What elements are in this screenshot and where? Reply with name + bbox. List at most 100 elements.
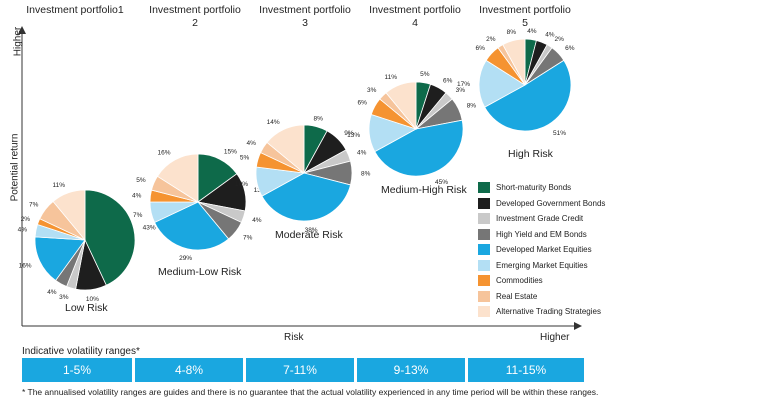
pie-value-label: 4% [527,28,537,35]
portfolio-4-title: Investment portfolio 4 [369,4,461,29]
pie-slice [34,236,86,282]
legend-item: Real Estate [478,289,605,305]
pie-slice [261,172,351,222]
legend-label: Alternative Trading Strategies [496,307,601,317]
legend-swatch [478,182,490,194]
pie-value-label: 6% [357,100,367,107]
pie-value-label: 8% [507,29,517,36]
pie-value-label: 7% [29,201,39,208]
pie-value-label: 14% [267,119,280,126]
legend-swatch [478,275,490,287]
pie-slice [156,153,199,203]
legend-swatch [478,213,490,225]
pie-slice [385,81,417,131]
pie-value-label: 2% [21,216,31,223]
legend-label: Developed Government Bonds [496,198,606,208]
legend-label: Developed Market Equities [496,245,592,255]
portfolio-1-risk-label: Low Risk [65,302,108,314]
pie-value-label: 4% [132,192,142,199]
pie-value-label: 38% [305,227,318,234]
portfolio-3-title: Investment portfolio 3 [259,4,351,29]
portfolio-5-title: Investment portfolio 5 [479,4,571,29]
legend-swatch [478,290,490,302]
legend-swatch [478,306,490,318]
volatility-range: 1-5% [22,358,132,382]
portfolio-3-risk-label: Moderate Risk [275,229,343,241]
legend-label: Real Estate [496,291,538,301]
pie-value-label: 16% [157,150,170,157]
pie-value-label: 4% [357,150,367,157]
portfolio-2-title: Investment portfolio 2 [149,4,241,29]
pie-value-label: 7% [133,212,143,219]
legend-item: Developed Market Equities [478,242,605,258]
pie-value-label: 29% [179,255,192,262]
portfolio-4-risk-label: Medium-High Risk [381,184,467,196]
legend: Short-maturity Bonds Developed Governmen… [478,180,605,320]
volatility-range: 9-13% [357,358,465,382]
pie-value-label: 4% [18,226,28,233]
pie-value-label: 15% [224,149,237,156]
pie-value-label: 5% [240,155,250,162]
pie-value-label: 6% [475,45,485,52]
volatility-ranges: 1-5% 4-8% 7-11% 9-13% 11-15% [22,358,584,382]
pie-value-label: 10% [86,296,99,303]
x-axis-label: Risk [284,332,304,343]
pie-value-label: 4% [545,31,555,38]
portfolio-1-title: Investment portfolio1 [26,4,124,16]
legend-label: High Yield and EM Bonds [496,229,587,239]
legend-label: Emerging Market Equities [496,260,588,270]
x-axis-end-label: Higher [540,332,570,343]
portfolio-2-risk-label: Medium-Low Risk [158,266,242,278]
pie-value-label: 8% [467,103,477,110]
portfolio-5-risk-label: High Risk [508,148,553,160]
pie-value-label: 8% [361,171,371,178]
pie-slice [374,119,464,177]
pie-value-label: 6% [443,77,453,84]
pie-slice [502,38,526,86]
pie-value-label: 10% [235,181,248,188]
pie-value-label: 5% [420,71,430,78]
pie-value-label: 13% [347,132,360,139]
legend-item: Investment Grade Credit [478,211,605,227]
pie-value-label: 51% [553,130,566,137]
legend-item: Short-maturity Bonds [478,180,605,196]
pie-value-label: 3% [367,87,377,94]
pie-value-label: 7% [243,234,253,241]
pie-slice [84,189,136,286]
pie-value-label: 3% [59,294,69,301]
volatility-title: Indicative volatility ranges* [22,346,140,357]
volatility-range: 7-11% [246,358,354,382]
pie-value-label: 11% [52,182,65,189]
pie-value-label: 2% [555,36,565,43]
pie-value-label: 4% [246,140,256,147]
pie-value-label: 3% [456,87,466,94]
pie-value-label: 2% [486,36,496,43]
legend-item: Developed Government Bonds [478,196,605,212]
legend-label: Commodities [496,276,543,286]
legend-label: Investment Grade Credit [496,214,584,224]
pie-value-label: 6% [565,45,575,52]
legend-item: Emerging Market Equities [478,258,605,274]
legend-swatch [478,244,490,256]
y-axis-label: Potential return [9,133,21,202]
y-axis-end-label: Higher [12,26,24,57]
footnote: * The annualised volatility ranges are g… [22,387,599,397]
pie-value-label: 4% [252,217,262,224]
pie-value-label: 5% [136,177,146,184]
volatility-range: 4-8% [135,358,243,382]
legend-label: Short-maturity Bonds [496,183,572,193]
pie-slice [266,124,305,174]
legend-item: Commodities [478,273,605,289]
legend-swatch [478,197,490,209]
pie-value-label: 17% [457,81,470,88]
legend-item: Alternative Trading Strategies [478,304,605,320]
pie-slice [52,189,86,242]
pie-value-label: 43% [143,225,156,232]
pie-value-label: 9% [344,130,354,137]
pie-slice [484,59,572,132]
pie-value-label: 16% [19,263,32,270]
pie-slice [478,59,526,108]
legend-swatch [478,228,490,240]
pie-value-label: 11% [384,74,397,81]
